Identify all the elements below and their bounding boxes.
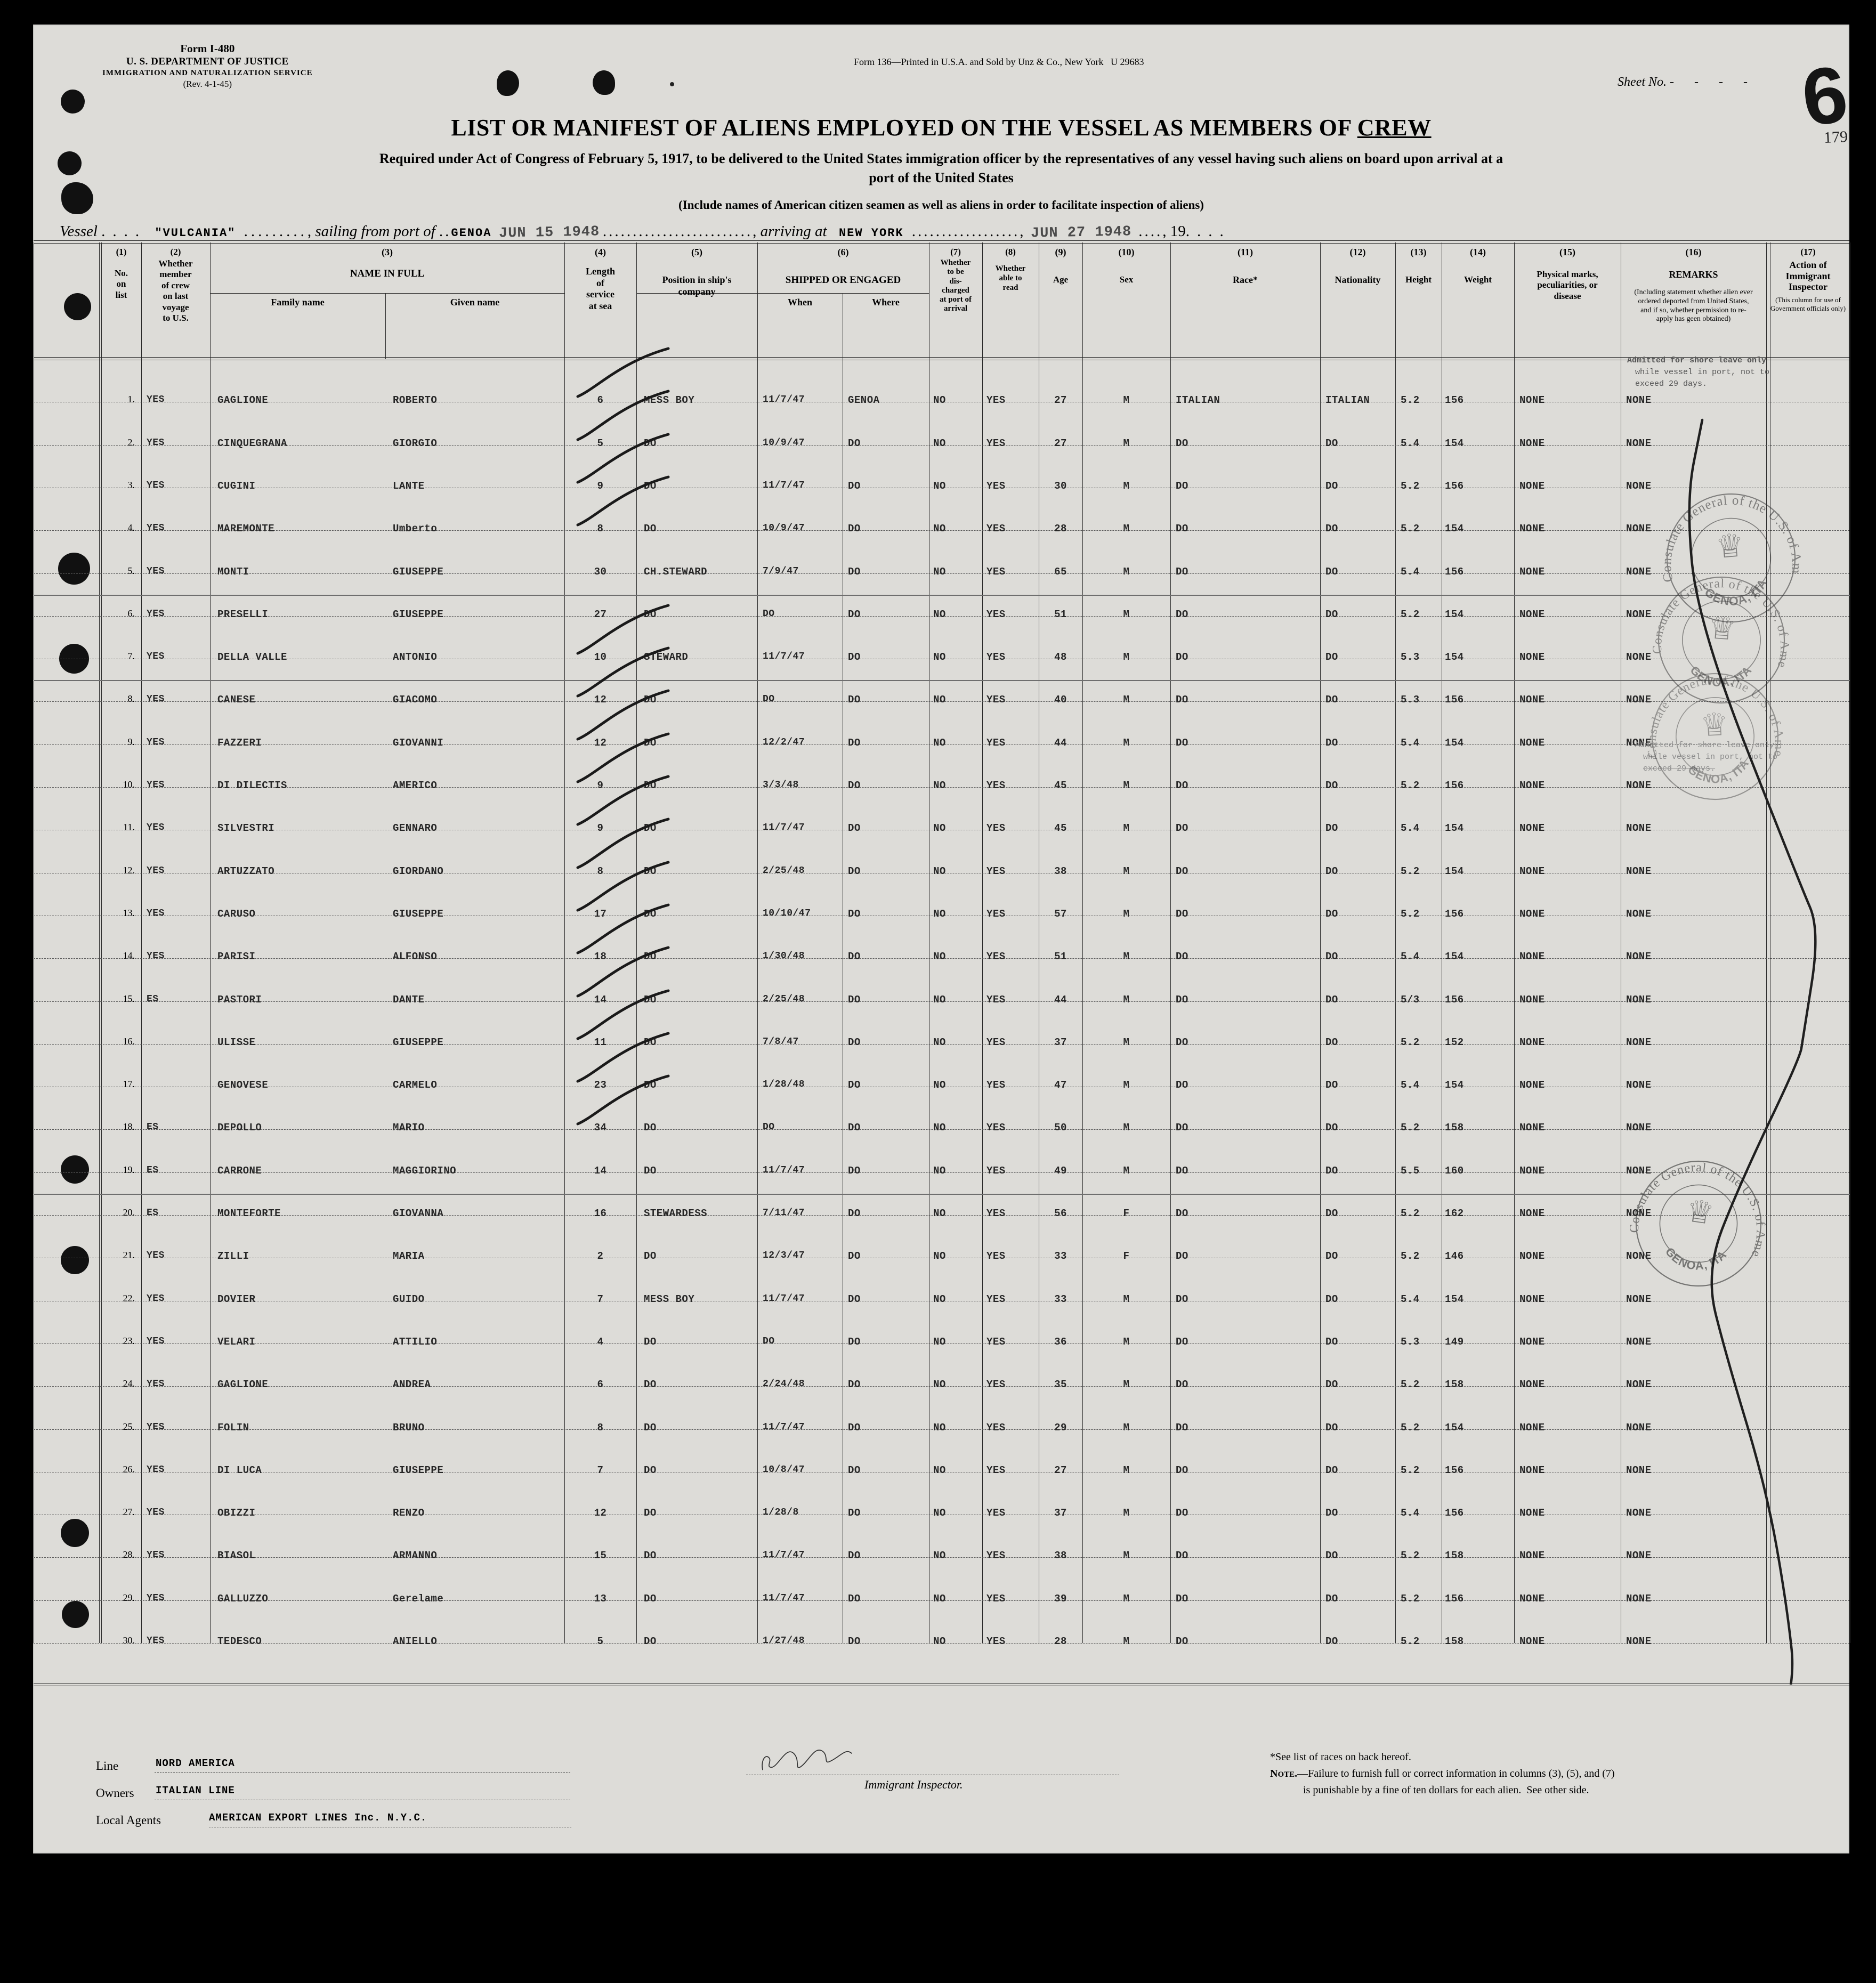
svg-text:GENOA, ITALY: GENOA, ITALY xyxy=(34,242,1785,692)
svg-text:Consulate General of the U.S.: Consulate General of the U.S. of America xyxy=(34,242,1787,849)
svg-text:GENOA, ITALY: GENOA, ITALY xyxy=(34,242,1772,756)
